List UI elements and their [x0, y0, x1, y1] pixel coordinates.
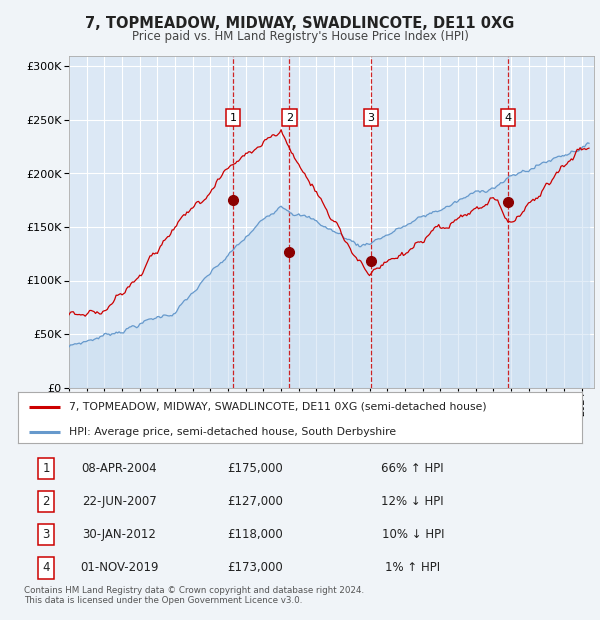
Text: 1: 1	[43, 462, 50, 475]
Text: 12% ↓ HPI: 12% ↓ HPI	[382, 495, 444, 508]
Text: 1: 1	[230, 113, 237, 123]
Text: 10% ↓ HPI: 10% ↓ HPI	[382, 528, 444, 541]
Text: 7, TOPMEADOW, MIDWAY, SWADLINCOTE, DE11 0XG: 7, TOPMEADOW, MIDWAY, SWADLINCOTE, DE11 …	[85, 16, 515, 31]
Text: 08-APR-2004: 08-APR-2004	[82, 462, 157, 475]
Text: 2: 2	[286, 113, 293, 123]
Text: 7, TOPMEADOW, MIDWAY, SWADLINCOTE, DE11 0XG (semi-detached house): 7, TOPMEADOW, MIDWAY, SWADLINCOTE, DE11 …	[69, 402, 487, 412]
Text: 30-JAN-2012: 30-JAN-2012	[83, 528, 157, 541]
Text: £175,000: £175,000	[227, 462, 283, 475]
Text: 3: 3	[367, 113, 374, 123]
Text: £127,000: £127,000	[227, 495, 283, 508]
Text: 2: 2	[43, 495, 50, 508]
Text: 4: 4	[505, 113, 511, 123]
Text: Contains HM Land Registry data © Crown copyright and database right 2024.
This d: Contains HM Land Registry data © Crown c…	[24, 586, 364, 605]
Text: £118,000: £118,000	[227, 528, 283, 541]
Text: £173,000: £173,000	[227, 562, 283, 575]
Text: 01-NOV-2019: 01-NOV-2019	[80, 562, 159, 575]
Text: HPI: Average price, semi-detached house, South Derbyshire: HPI: Average price, semi-detached house,…	[69, 427, 396, 437]
Text: Price paid vs. HM Land Registry's House Price Index (HPI): Price paid vs. HM Land Registry's House …	[131, 30, 469, 43]
Text: 1% ↑ HPI: 1% ↑ HPI	[385, 562, 440, 575]
Text: 3: 3	[43, 528, 50, 541]
Text: 22-JUN-2007: 22-JUN-2007	[82, 495, 157, 508]
Text: 66% ↑ HPI: 66% ↑ HPI	[382, 462, 444, 475]
Text: 4: 4	[43, 562, 50, 575]
